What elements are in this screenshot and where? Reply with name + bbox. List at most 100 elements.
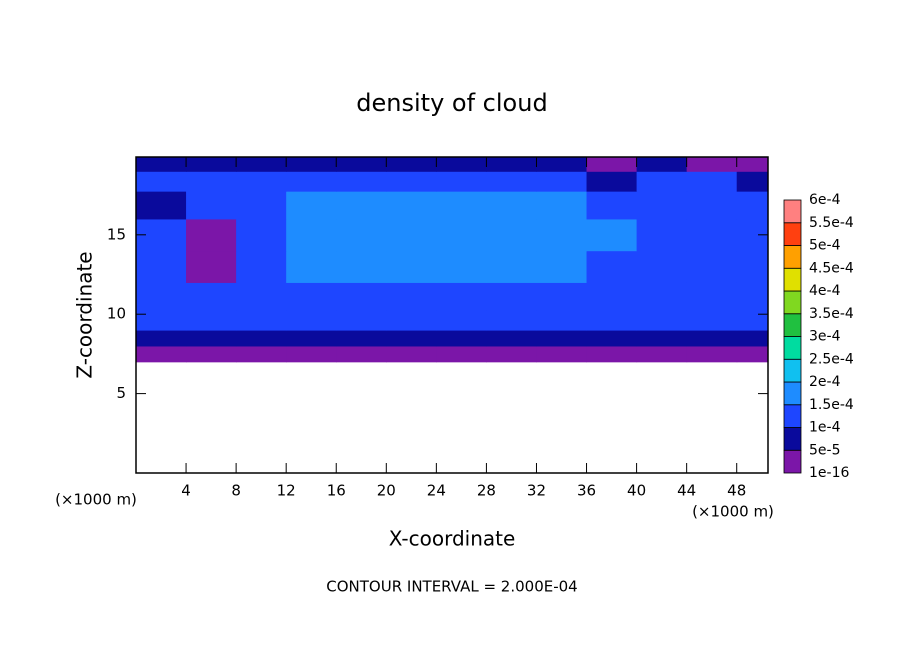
field-cell: [536, 250, 588, 283]
field-cell: [686, 330, 738, 347]
field-cell: [436, 345, 487, 363]
field-cell: [586, 250, 638, 283]
field-cell: [136, 250, 187, 283]
field-cell: [286, 282, 337, 311]
field-cell: [436, 157, 487, 172]
field-cell: [486, 310, 537, 331]
field-cell: [186, 191, 237, 220]
field-cell: [686, 345, 738, 363]
field-cell: [336, 218, 387, 252]
field-cell: [536, 310, 588, 331]
x-tick-label: 28: [477, 482, 496, 500]
field-cell: [486, 250, 537, 283]
field-cell: [686, 171, 738, 192]
field-cell: [286, 157, 337, 172]
field-cell: [336, 330, 387, 347]
field-cell: [736, 157, 768, 172]
field-cell: [536, 191, 588, 220]
x-unit: (×1000 m): [692, 503, 774, 521]
field-cell: [636, 310, 688, 331]
colorbar-swatch: [783, 449, 802, 474]
field-cell: [636, 171, 688, 192]
field-cell: [336, 157, 387, 172]
field-cell: [486, 171, 537, 192]
field-cell: [136, 191, 187, 220]
colorbar-label: 4e-4: [809, 283, 841, 299]
chart-title: density of cloud: [356, 89, 547, 117]
field-cell: [686, 250, 738, 283]
colorbar-label: 3e-4: [809, 329, 841, 345]
field-cell: [386, 171, 437, 192]
x-tick-label: 40: [627, 482, 646, 500]
x-tick-label: 8: [231, 482, 241, 500]
field-cell: [236, 171, 287, 192]
field-cell: [586, 282, 638, 311]
x-tick-label: 24: [427, 482, 446, 500]
field-cell: [436, 171, 487, 192]
field-cell: [536, 345, 588, 363]
field-cell: [386, 310, 437, 331]
colorbar-label: 1.5e-4: [809, 397, 854, 413]
field-cell: [236, 330, 287, 347]
field-cell: [436, 191, 487, 220]
field-cell: [286, 171, 337, 192]
colorbar-swatch: [783, 199, 802, 224]
annotation: CONTOUR INTERVAL = 2.000E-04: [326, 578, 577, 596]
field-cell: [136, 310, 187, 331]
field-cell: [686, 282, 738, 311]
colorbar-label: 2.5e-4: [809, 351, 854, 367]
field-cell: [236, 345, 287, 363]
field-cell: [436, 250, 487, 283]
field-cell: [436, 282, 487, 311]
field-cell: [736, 345, 768, 363]
field-cell: [136, 171, 187, 192]
field-cell: [236, 282, 287, 311]
colorbar-swatch: [783, 381, 802, 406]
field-cell: [636, 250, 688, 283]
field-cell: [736, 191, 768, 220]
field-cell: [736, 310, 768, 331]
field-cell: [186, 218, 237, 252]
field-cell: [336, 250, 387, 283]
field-cell: [336, 345, 387, 363]
field-cell: [636, 330, 688, 347]
y-tick-label: 15: [107, 225, 126, 243]
field-cell: [386, 282, 437, 311]
field-cell: [186, 250, 237, 283]
field-cell: [586, 218, 638, 252]
colorbar-label: 1e-16: [809, 465, 849, 481]
colorbar-label: 1e-4: [809, 420, 841, 436]
field-cell: [636, 218, 688, 252]
colorbar-swatch: [783, 358, 802, 383]
field-cell: [536, 218, 588, 252]
colorbar-swatch: [783, 427, 802, 451]
colorbar-swatch: [783, 245, 802, 269]
field-cell: [236, 250, 287, 283]
x-tick-label: 48: [727, 482, 746, 500]
colorbar-label: 5e-4: [809, 238, 841, 254]
field-cell: [386, 250, 437, 283]
field-cell: [136, 157, 187, 172]
colorbar-label: 3.5e-4: [809, 306, 854, 322]
field-cell: [336, 282, 387, 311]
field-cell: [486, 191, 537, 220]
field-cell: [686, 310, 738, 331]
field-cell: [186, 330, 237, 347]
field-cell: [486, 218, 537, 252]
field-cell: [136, 330, 187, 347]
field-cell: [636, 191, 688, 220]
field-cell: [586, 310, 638, 331]
field-cell: [336, 310, 387, 331]
field-cell: [186, 157, 237, 172]
field-cell: [586, 191, 638, 220]
field-cell: [736, 282, 768, 311]
field-cell: [286, 218, 337, 252]
field-cell: [386, 218, 437, 252]
field-cell: [336, 171, 387, 192]
x-tick-label: 12: [277, 482, 296, 500]
field-cell: [636, 345, 688, 363]
y-unit: (×1000 m): [55, 491, 137, 509]
field-cell: [436, 330, 487, 347]
field-cell: [236, 191, 287, 220]
